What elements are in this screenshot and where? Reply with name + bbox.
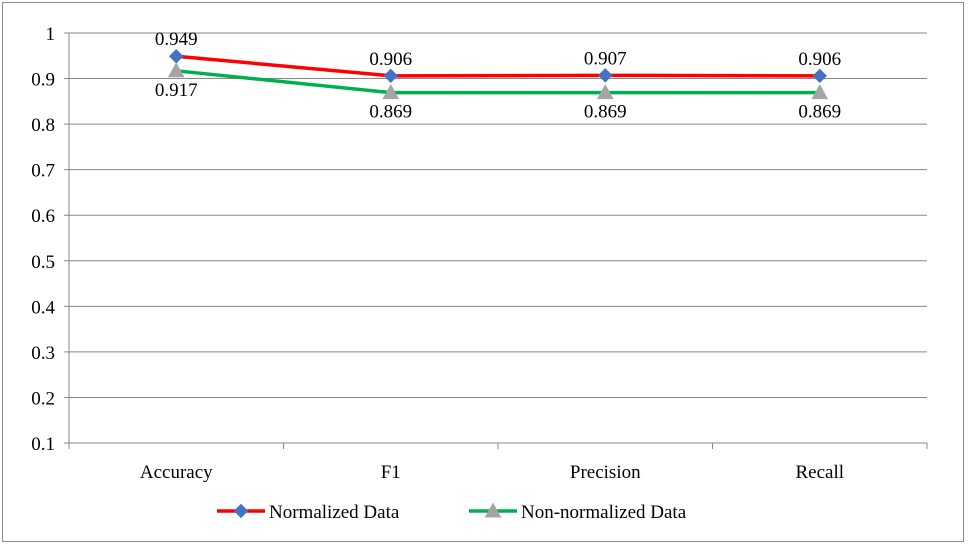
y-tick-label: 0.8 — [31, 115, 55, 136]
data-point-marker — [812, 68, 827, 84]
data-point-marker — [167, 62, 185, 78]
line-chart: 0.1 0.2 0.3 0.4 0.5 0.6 0.7 0.8 0.9 1 Accuracy F1 Pr… — [31, 24, 928, 523]
gridlines — [69, 32, 927, 398]
x-tick-label: Precision — [570, 462, 641, 483]
y-tick-label: 0.6 — [31, 206, 55, 227]
legend-label-2: Non-normalized Data — [521, 502, 687, 523]
data-point-marker — [383, 68, 398, 84]
y-tick-label: 0.3 — [31, 343, 55, 364]
x-tick-label: F1 — [381, 462, 401, 483]
legend-marker-2 — [484, 502, 502, 518]
data-label: 0.906 — [369, 49, 412, 70]
data-label: 0.869 — [369, 102, 412, 123]
data-point-marker — [598, 68, 613, 83]
data-point-marker — [811, 84, 829, 100]
data-labels: 0.949 0.906 0.907 0.906 0.917 0.869 0.869 0.869 — [155, 29, 841, 122]
series-lines — [176, 54, 820, 95]
y-tick-label: 0.5 — [31, 252, 55, 273]
data-label: 0.917 — [155, 80, 198, 101]
axes: 0.1 0.2 0.3 0.4 0.5 0.6 0.7 0.8 0.9 1 Accuracy F1 Pr… — [31, 24, 928, 483]
y-tick-label: 0.2 — [31, 388, 55, 409]
y-tick-label: 0.1 — [31, 434, 55, 455]
data-label: 0.949 — [155, 29, 198, 50]
data-point-marker — [169, 49, 184, 64]
series-line-1 — [176, 54, 820, 78]
series-line-2 — [176, 69, 820, 95]
data-point-marker — [382, 84, 400, 100]
y-tick-label: 0.9 — [31, 70, 55, 91]
y-tick-label: 1 — [46, 24, 56, 45]
series-markers — [167, 49, 829, 100]
x-tick-label: Accuracy — [140, 462, 213, 483]
data-label: 0.907 — [584, 48, 627, 69]
y-tick-label: 0.4 — [31, 297, 55, 318]
legend: Normalized Data Non-normalized Data — [217, 502, 687, 523]
x-tick-label: Recall — [795, 462, 844, 483]
y-tick-label: 0.7 — [31, 161, 55, 182]
legend-marker-1 — [233, 503, 249, 519]
legend-label-1: Normalized Data — [269, 502, 400, 523]
data-label: 0.869 — [584, 102, 627, 123]
data-label: 0.906 — [798, 49, 841, 70]
data-point-marker — [596, 84, 614, 100]
data-label: 0.869 — [798, 102, 841, 123]
